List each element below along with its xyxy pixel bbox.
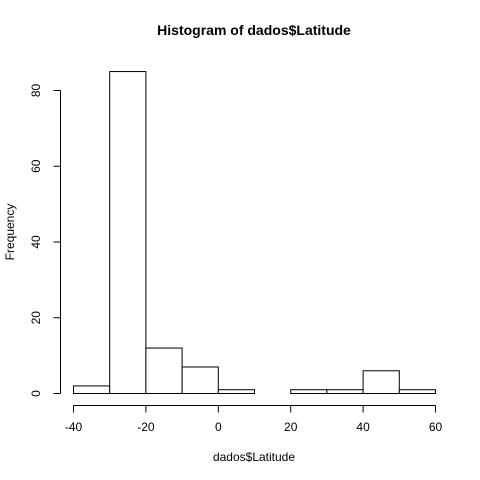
histogram-bar <box>145 347 183 394</box>
x-tick-label: 60 <box>429 420 443 434</box>
x-tick-label: -20 <box>137 420 155 434</box>
x-axis: -40 -20 0 20 40 60 <box>65 405 443 434</box>
histogram-bar <box>217 389 256 394</box>
y-tick-label: 80 <box>29 84 43 98</box>
histogram-bar <box>290 389 328 394</box>
x-tick-label: 20 <box>284 420 298 434</box>
histogram-bar <box>398 389 436 394</box>
bars-group <box>73 71 436 394</box>
y-tick-label: 60 <box>29 159 43 173</box>
x-tick-label: 40 <box>356 420 370 434</box>
y-axis-label: Frequency <box>3 204 17 261</box>
x-tick-label: 0 <box>215 420 222 434</box>
histogram-bar <box>73 385 111 394</box>
histogram-bar <box>362 370 400 394</box>
y-tick-label: 40 <box>29 235 43 249</box>
histogram-bar <box>326 389 364 394</box>
chart-title: Histogram of dados$Latitude <box>157 22 351 38</box>
x-axis-label: dados$Latitude <box>213 450 295 464</box>
histogram-bar <box>181 366 219 394</box>
x-tick-label: -40 <box>65 420 83 434</box>
y-axis: 0 20 40 60 80 <box>29 84 61 397</box>
y-tick-label: 0 <box>29 390 43 397</box>
y-tick-label: 20 <box>29 311 43 325</box>
histogram-bar <box>109 71 147 394</box>
